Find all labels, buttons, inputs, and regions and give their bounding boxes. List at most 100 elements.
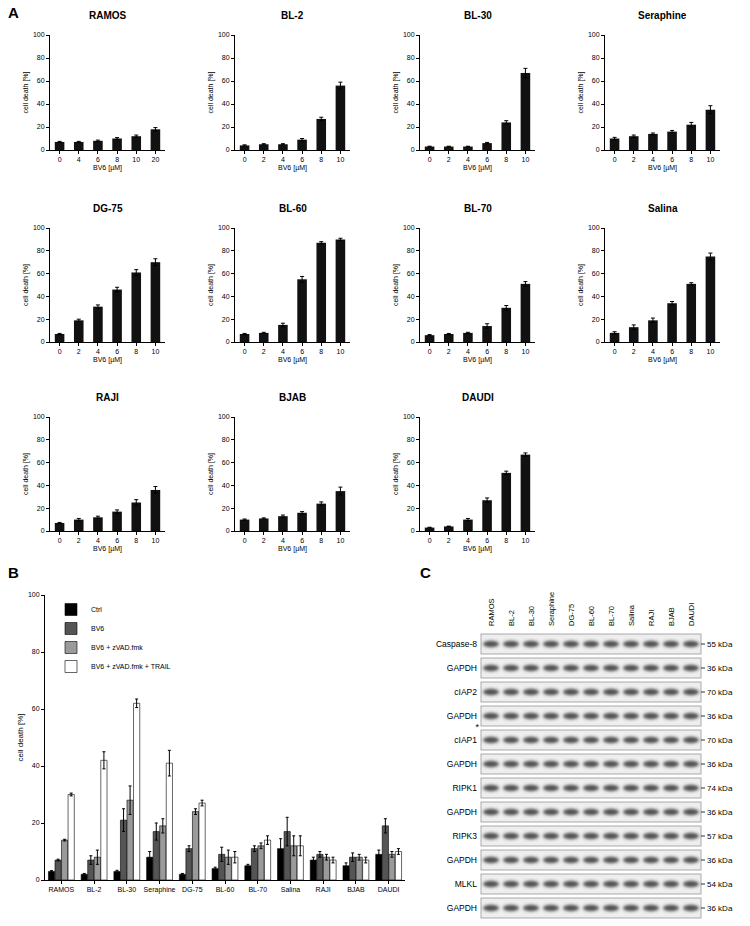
svg-text:4: 4 — [96, 348, 100, 355]
svg-text:10: 10 — [522, 156, 530, 163]
svg-text:10: 10 — [152, 537, 160, 544]
svg-text:6: 6 — [300, 156, 304, 163]
svg-text:cell death [%]: cell death [%] — [207, 264, 215, 306]
svg-text:GAPDH: GAPDH — [447, 807, 477, 817]
svg-text:8: 8 — [689, 156, 693, 163]
svg-text:6: 6 — [485, 348, 489, 355]
svg-text:40: 40 — [407, 100, 415, 107]
svg-text:BJAB: BJAB — [347, 886, 365, 893]
svg-text:BJAB: BJAB — [279, 392, 306, 403]
svg-text:80: 80 — [37, 247, 45, 254]
svg-text:4: 4 — [466, 537, 470, 544]
svg-text:A: A — [8, 4, 19, 21]
svg-text:10: 10 — [337, 348, 345, 355]
svg-text:8: 8 — [115, 156, 119, 163]
svg-text:40: 40 — [37, 293, 45, 300]
svg-text:57 kDa: 57 kDa — [707, 832, 733, 841]
svg-text:0: 0 — [411, 146, 415, 153]
svg-text:60: 60 — [592, 77, 600, 84]
svg-text:BL-30: BL-30 — [117, 886, 136, 893]
svg-text:cell death [%]: cell death [%] — [22, 71, 30, 113]
svg-text:8: 8 — [504, 537, 508, 544]
svg-text:BL-60: BL-60 — [587, 606, 596, 626]
svg-text:100: 100 — [33, 31, 45, 38]
svg-text:RAJI: RAJI — [96, 392, 119, 403]
svg-text:GAPDH: GAPDH — [447, 855, 477, 865]
svg-text:cell death [%]: cell death [%] — [577, 71, 585, 113]
svg-text:Seraphine: Seraphine — [547, 592, 556, 626]
svg-text:100: 100 — [588, 31, 600, 38]
svg-text:BV6 [µM]: BV6 [µM] — [463, 356, 492, 364]
svg-text:55 kDa: 55 kDa — [707, 640, 733, 649]
svg-text:2: 2 — [262, 156, 266, 163]
svg-text:80: 80 — [37, 436, 45, 443]
svg-text:Seraphine: Seraphine — [144, 886, 176, 894]
svg-text:70 kDa: 70 kDa — [707, 736, 733, 745]
svg-text:20: 20 — [592, 123, 600, 130]
svg-text:4: 4 — [77, 156, 81, 163]
svg-text:80: 80 — [222, 436, 230, 443]
svg-text:Salina: Salina — [281, 886, 301, 893]
svg-text:0: 0 — [226, 338, 230, 345]
svg-text:0: 0 — [41, 527, 45, 534]
svg-text:40: 40 — [222, 482, 230, 489]
svg-text:100: 100 — [218, 224, 230, 231]
svg-text:BV6: BV6 — [91, 625, 104, 632]
svg-text:cell death [%]: cell death [%] — [392, 264, 400, 306]
svg-text:60: 60 — [222, 459, 230, 466]
svg-text:6: 6 — [670, 348, 674, 355]
svg-text:0: 0 — [596, 338, 600, 345]
svg-text:Seraphine: Seraphine — [638, 10, 687, 21]
svg-text:8: 8 — [134, 348, 138, 355]
svg-text:100: 100 — [28, 591, 40, 598]
svg-text:80: 80 — [222, 54, 230, 61]
svg-text:100: 100 — [218, 413, 230, 420]
svg-text:60: 60 — [222, 77, 230, 84]
svg-text:0: 0 — [41, 146, 45, 153]
svg-text:4: 4 — [651, 156, 655, 163]
svg-text:cIAP2: cIAP2 — [454, 687, 477, 697]
svg-text:6: 6 — [300, 348, 304, 355]
svg-text:40: 40 — [222, 293, 230, 300]
svg-text:BV6 [µM]: BV6 [µM] — [93, 356, 122, 364]
svg-text:0: 0 — [243, 156, 247, 163]
svg-text:cell death [%]: cell death [%] — [22, 453, 30, 495]
svg-text:8: 8 — [504, 348, 508, 355]
svg-text:MLKL: MLKL — [455, 879, 477, 889]
svg-text:RAJI: RAJI — [316, 886, 331, 893]
svg-text:BL-70: BL-70 — [464, 203, 492, 214]
svg-text:BV6 [µM]: BV6 [µM] — [463, 164, 492, 172]
svg-text:0: 0 — [428, 348, 432, 355]
svg-text:BJAB: BJAB — [667, 607, 676, 626]
svg-text:60: 60 — [32, 705, 40, 712]
svg-text:6: 6 — [485, 156, 489, 163]
svg-text:BL-2: BL-2 — [281, 10, 304, 21]
svg-text:GAPDH: GAPDH — [447, 711, 477, 721]
svg-text:100: 100 — [403, 224, 415, 231]
svg-text:GAPDH: GAPDH — [447, 663, 477, 673]
svg-text:6: 6 — [115, 348, 119, 355]
svg-text:0: 0 — [58, 348, 62, 355]
svg-text:0: 0 — [613, 156, 617, 163]
svg-text:8: 8 — [134, 537, 138, 544]
svg-text:80: 80 — [407, 247, 415, 254]
svg-text:BL-2: BL-2 — [507, 610, 516, 626]
svg-text:10: 10 — [337, 537, 345, 544]
svg-text:60: 60 — [37, 77, 45, 84]
svg-text:6: 6 — [96, 156, 100, 163]
svg-text:cell death [%]: cell death [%] — [207, 453, 215, 495]
svg-text:GAPDH: GAPDH — [447, 903, 477, 913]
svg-text:20: 20 — [152, 156, 160, 163]
svg-text:60: 60 — [592, 270, 600, 277]
svg-text:36 kDa: 36 kDa — [707, 664, 733, 673]
svg-text:6: 6 — [300, 537, 304, 544]
svg-text:80: 80 — [407, 436, 415, 443]
svg-text:BV6 [µM]: BV6 [µM] — [648, 356, 677, 364]
svg-text:36 kDa: 36 kDa — [707, 904, 733, 913]
svg-text:10: 10 — [132, 156, 140, 163]
svg-text:0: 0 — [411, 338, 415, 345]
svg-text:2: 2 — [632, 156, 636, 163]
svg-text:0: 0 — [243, 348, 247, 355]
svg-text:4: 4 — [466, 348, 470, 355]
svg-text:BV6 [µM]: BV6 [µM] — [648, 164, 677, 172]
